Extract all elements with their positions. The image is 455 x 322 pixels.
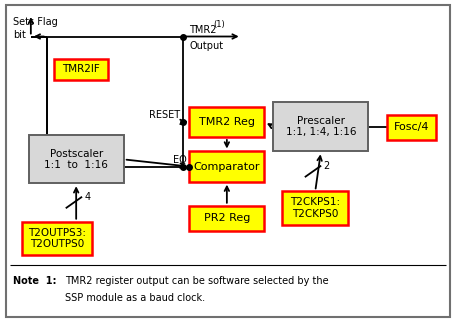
Text: Prescaler
1:1, 1:4, 1:16: Prescaler 1:1, 1:4, 1:16 xyxy=(285,116,355,137)
Bar xyxy=(189,151,264,182)
Text: EQ: EQ xyxy=(173,155,187,165)
Text: T2OUTPS3:
T2OUTPS0: T2OUTPS3: T2OUTPS0 xyxy=(28,228,86,249)
Text: TMR2: TMR2 xyxy=(189,25,217,35)
Bar xyxy=(53,59,108,80)
Text: RESET: RESET xyxy=(149,110,180,120)
Text: Output: Output xyxy=(189,41,223,51)
Bar xyxy=(29,136,123,183)
Text: PR2 Reg: PR2 Reg xyxy=(203,213,249,223)
Text: bit: bit xyxy=(13,30,25,40)
Text: 4: 4 xyxy=(84,192,90,202)
Bar xyxy=(273,102,368,151)
Text: 2: 2 xyxy=(323,161,329,171)
Text: TMR2 register output can be software selected by the: TMR2 register output can be software sel… xyxy=(65,276,328,286)
Text: Fosc/4: Fosc/4 xyxy=(393,122,428,132)
Text: Comparator: Comparator xyxy=(193,162,259,172)
Bar xyxy=(386,115,435,140)
Text: T2CKPS1:
T2CKPS0: T2CKPS1: T2CKPS0 xyxy=(289,197,339,219)
Bar xyxy=(189,107,264,137)
Bar xyxy=(282,191,347,225)
Text: Note  1:: Note 1: xyxy=(13,276,56,286)
Text: TMR2 Reg: TMR2 Reg xyxy=(198,117,254,127)
Text: TMR2IF: TMR2IF xyxy=(62,64,99,74)
Text: (1): (1) xyxy=(213,20,225,29)
Text: Postscaler
1:1  to  1:16: Postscaler 1:1 to 1:16 xyxy=(44,149,108,170)
Bar xyxy=(22,222,92,255)
Text: SSP module as a baud clock.: SSP module as a baud clock. xyxy=(65,293,204,303)
Bar xyxy=(189,206,264,231)
Text: Sets Flag: Sets Flag xyxy=(13,17,57,27)
